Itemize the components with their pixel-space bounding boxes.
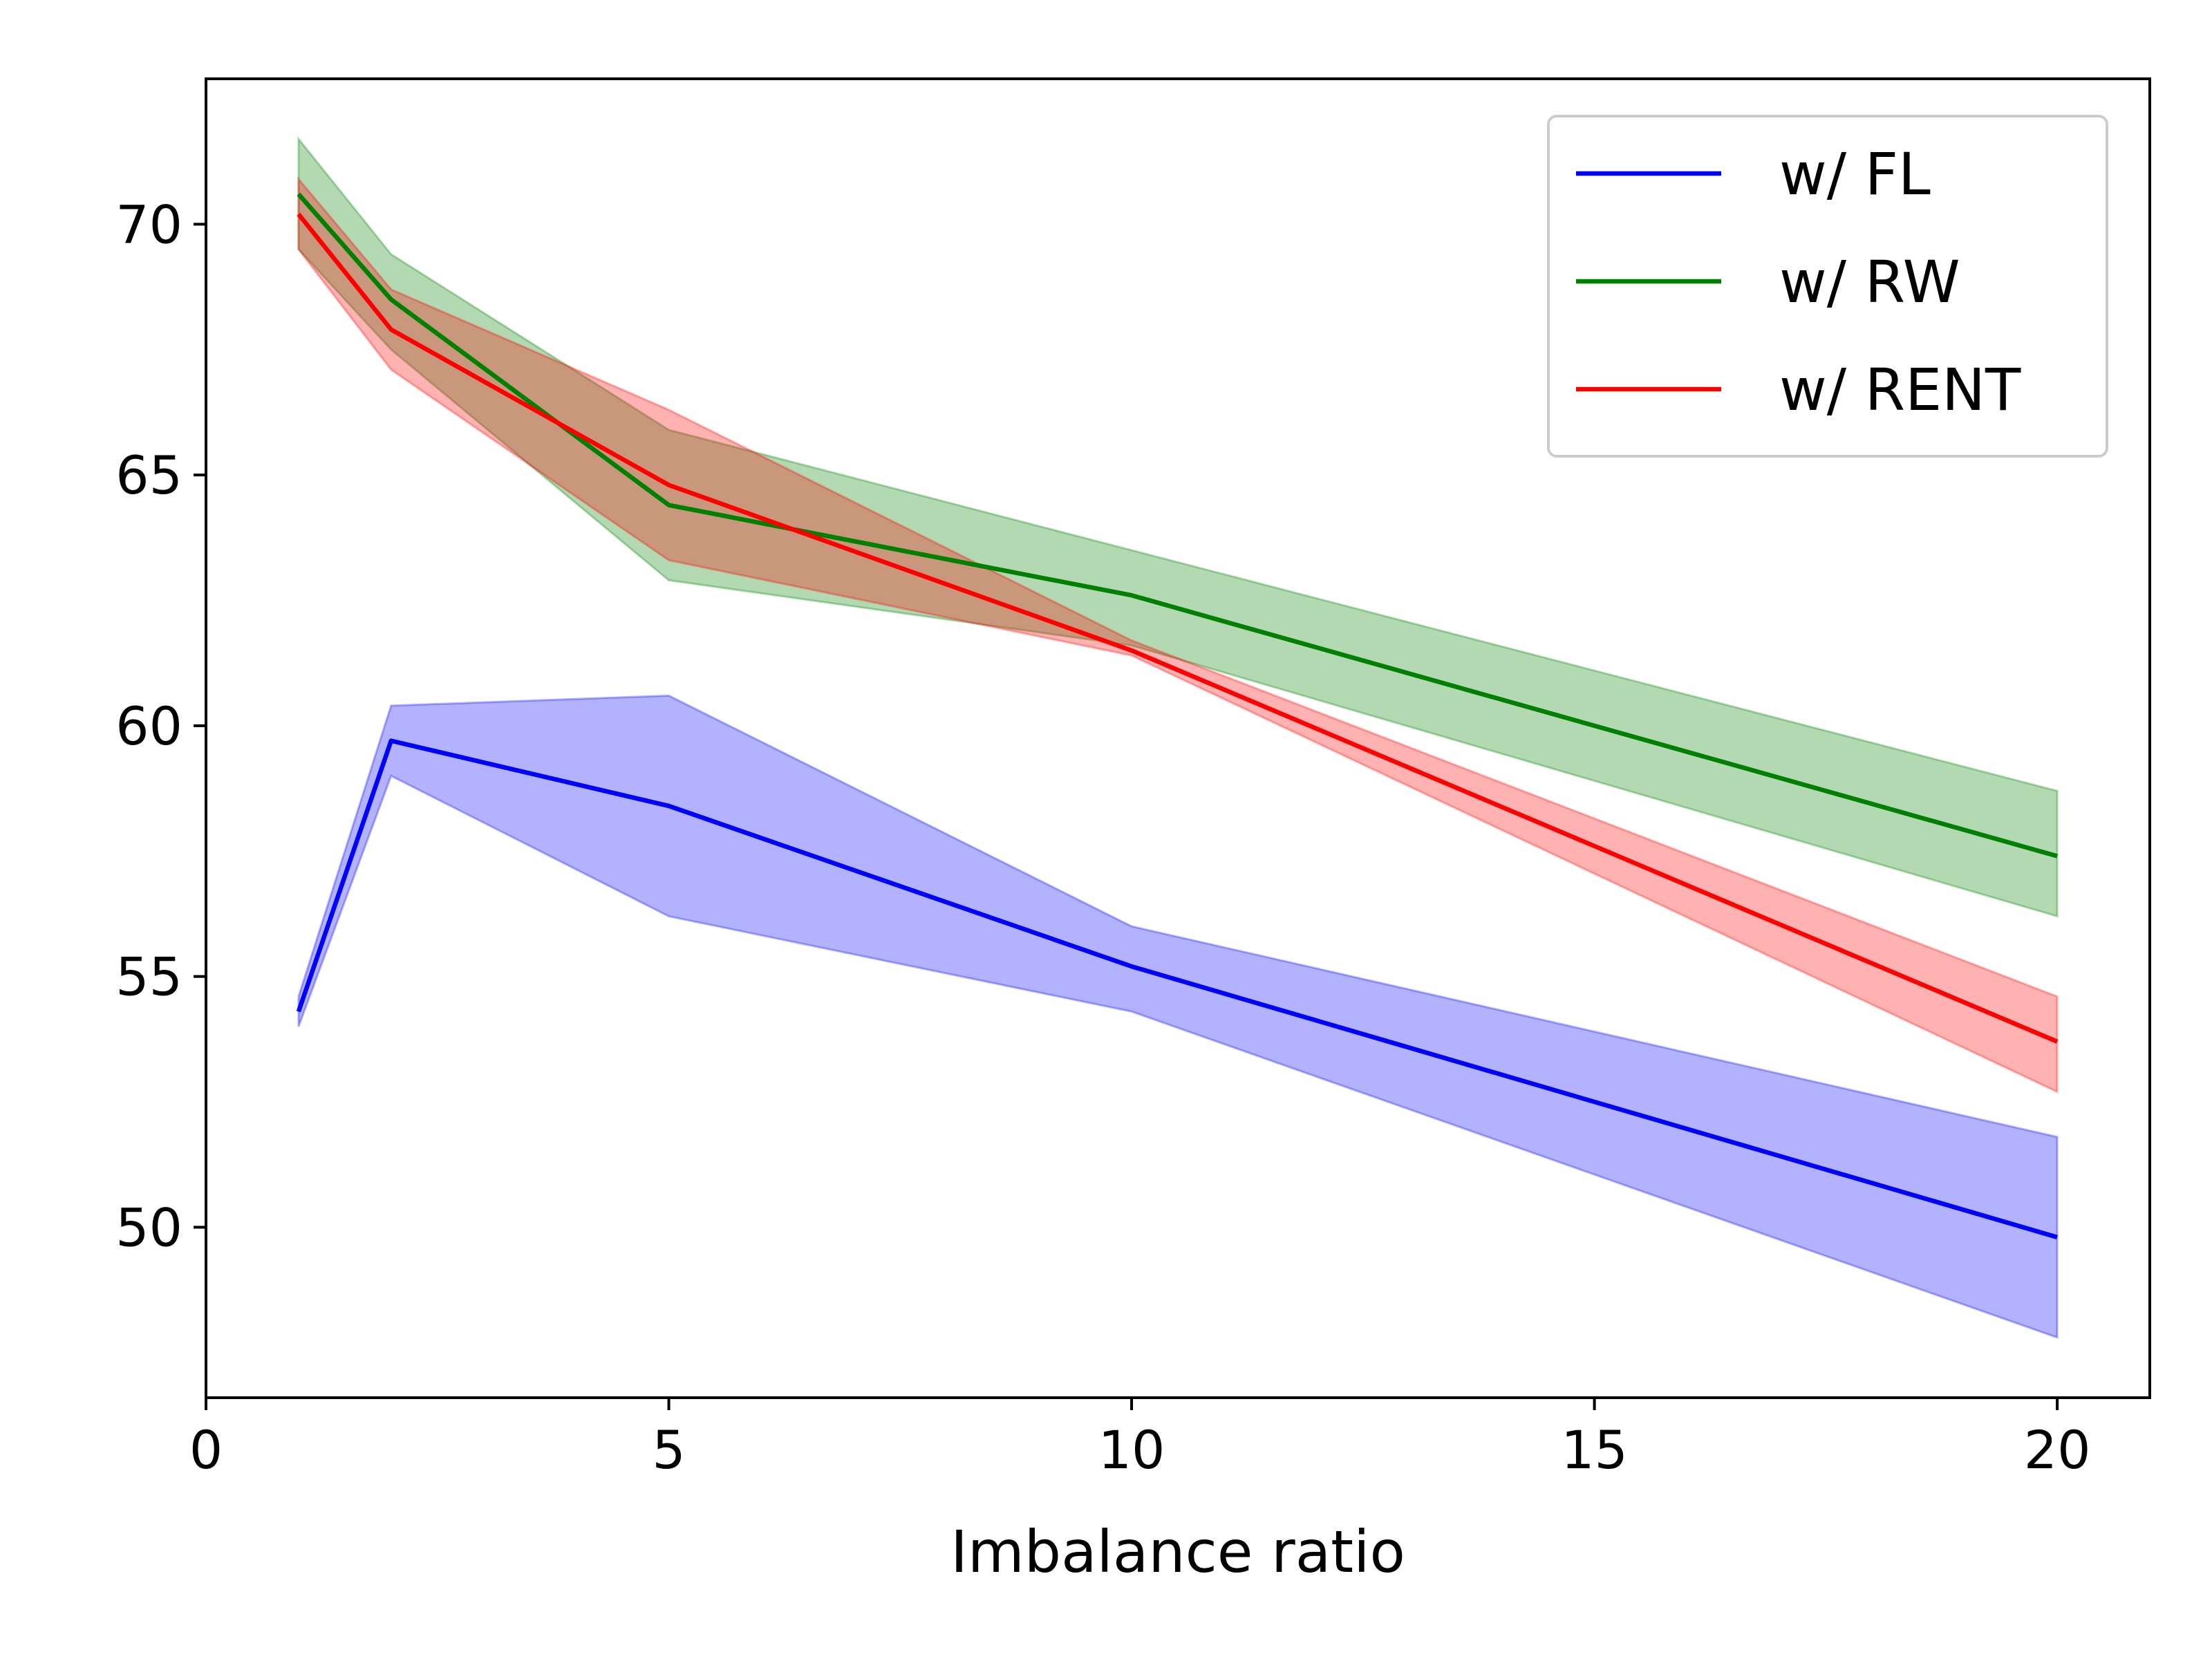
- legend-box: [1547, 115, 2108, 458]
- y-tick-label: 50: [115, 1197, 182, 1258]
- line-w-rw: [297, 192, 2058, 859]
- y-tick-label: 55: [115, 946, 182, 1008]
- x-axis-title: Imbalance ratio: [950, 1518, 1405, 1586]
- series-lines: [296, 192, 2059, 1239]
- line-w-rent: [297, 212, 2059, 1044]
- x-tick-label: 10: [1098, 1419, 1165, 1481]
- x-tick-label: 5: [652, 1419, 685, 1481]
- x-tick-label: 15: [1561, 1419, 1628, 1481]
- legend-label-w-rw: w/ RW: [1779, 248, 1960, 316]
- legend-label-w-rent: w/ RENT: [1779, 356, 2021, 424]
- legend: w/ FL w/ RW w/ RENT: [1547, 115, 2108, 458]
- confidence-bands: [297, 135, 2059, 1340]
- x-axis-ticks: 0 5 10 15 20: [189, 1398, 2091, 1481]
- band-w-rw: [297, 135, 2059, 918]
- y-axis-ticks: 50 55 60 65 70: [115, 194, 206, 1258]
- legend-label-w-fl: w/ FL: [1779, 140, 1931, 208]
- plot-frame: [205, 77, 2151, 1399]
- band-w-fl: [297, 694, 2059, 1340]
- y-tick-label: 60: [115, 695, 182, 757]
- y-tick-label: 65: [115, 444, 182, 506]
- band-w-rent: [297, 176, 2059, 1094]
- y-tick-label: 70: [115, 194, 182, 255]
- x-tick-label: 0: [189, 1419, 223, 1481]
- line-w-fl: [296, 738, 2059, 1239]
- x-tick-label: 20: [2024, 1419, 2091, 1481]
